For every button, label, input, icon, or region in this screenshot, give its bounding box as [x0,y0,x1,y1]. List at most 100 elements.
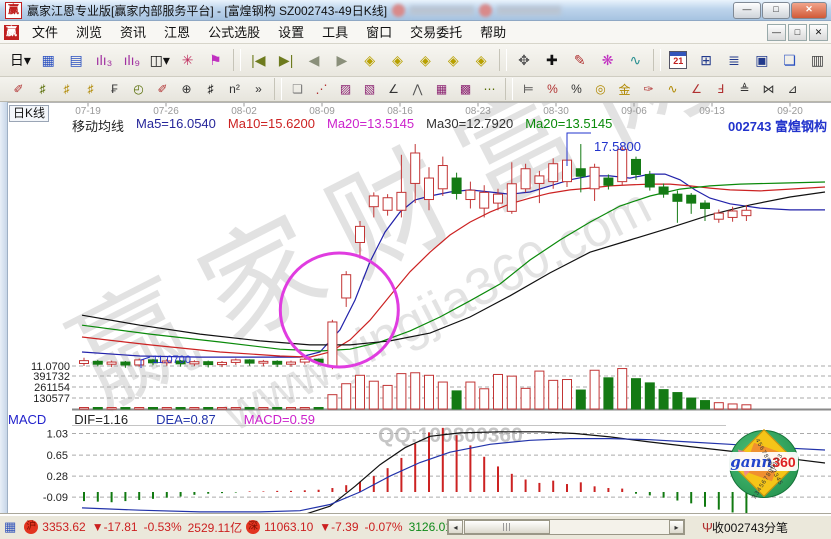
menu-item-3[interactable]: 江恩 [164,25,191,40]
pencil-tool-icon[interactable]: ✎ [573,51,586,68]
gann-fan-box-icon[interactable]: ▨ [339,82,352,96]
stock-name-label: 002743 富煌钢构 [728,119,827,134]
dense-grid-icon[interactable]: ▦ [435,82,448,96]
level-bars-icon[interactable]: ⊨ [523,82,534,96]
last-bar-icon[interactable]: ▶| [278,51,294,68]
gann-gold-grid-icon[interactable]: ♯ [63,82,70,96]
minute9-chart-icon[interactable]: ılı₉ [123,52,141,68]
drawing-toolbar: ✐ ♯ ♯ ♯ ₣ ◴ ✐ ⊕ ♯ n² » ❏ ⋰ ▨ ▧ ∠ ⋀ ▦ ▩ ⋯ ⊨%% ◎ 金 ✑ ∿ ∠ Ⅎ ≜ ⋈ ⊿ [0,77,831,102]
star-marker-icon[interactable]: ✳ [181,51,194,68]
parallel-lines-icon[interactable]: ⋯ [483,82,496,96]
toolbar-separator [498,49,507,71]
child-close-button[interactable]: ✕ [809,24,828,41]
grid-box-icon[interactable]: ▧ [363,82,376,96]
menu-item-5[interactable]: 设置 [278,25,305,40]
spreadsheet-icon[interactable]: ▦ [4,519,17,534]
gann-wheel-icon[interactable]: ⊕ [181,82,192,96]
zoom-diamond-in-icon[interactable]: ◈ [447,51,459,68]
hand-tool-icon[interactable]: ✥ [518,51,530,68]
kline-period-dropdown[interactable]: 日▾ [9,52,31,68]
maximize-button[interactable]: □ [762,2,790,19]
next-bar-icon[interactable]: ▶ [336,51,348,68]
notes-icon[interactable]: ≣ [728,51,740,68]
fib-angle-icon[interactable]: Ⅎ [717,82,724,96]
tick-feed-label: 收002743分笔 [712,520,789,535]
print-icon[interactable]: ▥ [810,51,825,68]
menu-item-1[interactable]: 浏览 [76,25,103,40]
info-report-icon[interactable]: ▤ [69,51,83,68]
delta-line-icon[interactable]: ⋈ [762,82,775,96]
percent-retrace-icon[interactable]: % [547,82,558,96]
annotate-pencil-icon[interactable]: ✐ [157,82,168,96]
menu-item-4[interactable]: 公式选股 [208,25,261,40]
gann-360-text: 360 [772,453,796,470]
candle-style-dropdown[interactable]: ◫▾ [149,51,170,68]
scrollbar-thumb[interactable] [464,520,550,534]
menu-item-7[interactable]: 窗口 [366,25,393,40]
zoom-diamond-left-icon[interactable]: ◈ [392,51,403,68]
menu-item-6[interactable]: 工具 [322,25,349,40]
circle-gold-icon[interactable]: ◎ [595,82,606,96]
speed-line-icon[interactable]: ≜ [739,82,750,96]
minimize-button[interactable]: — [733,2,761,19]
percent-icon[interactable]: % [571,82,582,96]
brush-icon[interactable]: ✑ [643,82,654,96]
wave-gold-icon[interactable]: ∿ [667,82,678,96]
svg-text:0.65: 0.65 [47,450,68,462]
spiral-icon[interactable]: ◴ [133,82,144,96]
box-tool-icon[interactable]: ❏ [292,82,303,96]
first-bar-icon[interactable]: |◀ [251,51,266,68]
menu-item-9[interactable]: 帮助 [480,25,507,40]
save-chart-icon[interactable]: ▣ [755,51,769,68]
minute3-chart-icon[interactable]: ılı₃ [95,52,113,68]
date-axis: 07-19 07-26 08-02 08-09 08-16 08-23 08-30 09-06… [0,102,831,117]
wave-tool-icon[interactable]: ∿ [629,51,642,68]
shaded-grid-icon[interactable]: ▩ [459,82,472,96]
kline-chart-canvas[interactable]: 赢家财富网www.yingjia360.comQQ:10080036007-19… [0,102,831,514]
marker-tool-icon[interactable]: ❋ [601,51,614,68]
chart-panel: 赢家财富网 www.yingjia360.com QQ:100800360 07-19… [0,102,831,514]
child-minimize-button[interactable]: — [767,24,786,41]
svg-text:17.5800: 17.5800 [594,139,641,154]
svg-text:07-19: 07-19 [75,106,101,117]
grid-tool-icon[interactable]: ♯ [207,82,214,96]
menu-item-0[interactable]: 文件 [32,25,59,40]
menu-item-8[interactable]: 交易委托 [410,25,463,40]
crosshair-tool-icon[interactable]: ✚ [545,51,558,68]
zoom-diamond-h-icon[interactable]: ◈ [420,51,431,68]
gann-text: gann [730,452,773,471]
legend-title: 移动均线 [72,119,125,134]
chart-scrollbar[interactable]: ◂ ▸ [447,519,685,535]
calendar-icon[interactable]: 21 [665,47,692,74]
angle2-icon[interactable]: ∠ [691,82,702,96]
dual-screen-icon[interactable]: ❏ [783,51,796,68]
more-tools-icon[interactable]: » [255,82,262,96]
gold-section-icon[interactable]: 金 [618,82,631,97]
svg-text:1.03: 1.03 [47,428,68,440]
angle-line-icon[interactable]: ∠ [388,82,399,96]
prev-bar-icon[interactable]: ◀ [308,51,320,68]
butterfly-icon[interactable]: ⊿ [787,82,798,96]
market-quote-icon[interactable]: ▦ [41,51,55,68]
draw-pencil-icon[interactable]: ✐ [13,82,24,96]
svg-text:391732: 391732 [33,371,70,383]
gann-grid-icon[interactable]: ♯ [39,82,46,96]
sz-index-amount: 3126.01 [408,520,452,534]
zoom-diamond-right-icon[interactable]: ◈ [364,51,376,68]
close-button[interactable]: ✕ [791,2,827,19]
menu-item-2[interactable]: 资讯 [120,25,147,40]
child-restore-button[interactable]: □ [788,24,807,41]
gann-gold-grid2-icon[interactable]: ♯ [87,82,94,96]
scroll-right-button[interactable]: ▸ [669,520,684,534]
scroll-left-button[interactable]: ◂ [448,520,463,534]
volume-bars [79,368,752,410]
flag-marker-icon[interactable]: ⚑ [209,51,222,68]
fan-lines-icon[interactable]: ⋰ [315,82,328,96]
menu-logo-icon: 赢 [4,24,19,40]
fibonacci-icon[interactable]: ₣ [111,82,118,96]
square-of-nine-icon[interactable]: n² [229,82,240,96]
zigzag-icon[interactable]: ⋀ [412,82,423,96]
zoom-diamond-out-icon[interactable]: ◈ [475,51,487,68]
calculator-icon[interactable]: ⊞ [700,51,712,68]
